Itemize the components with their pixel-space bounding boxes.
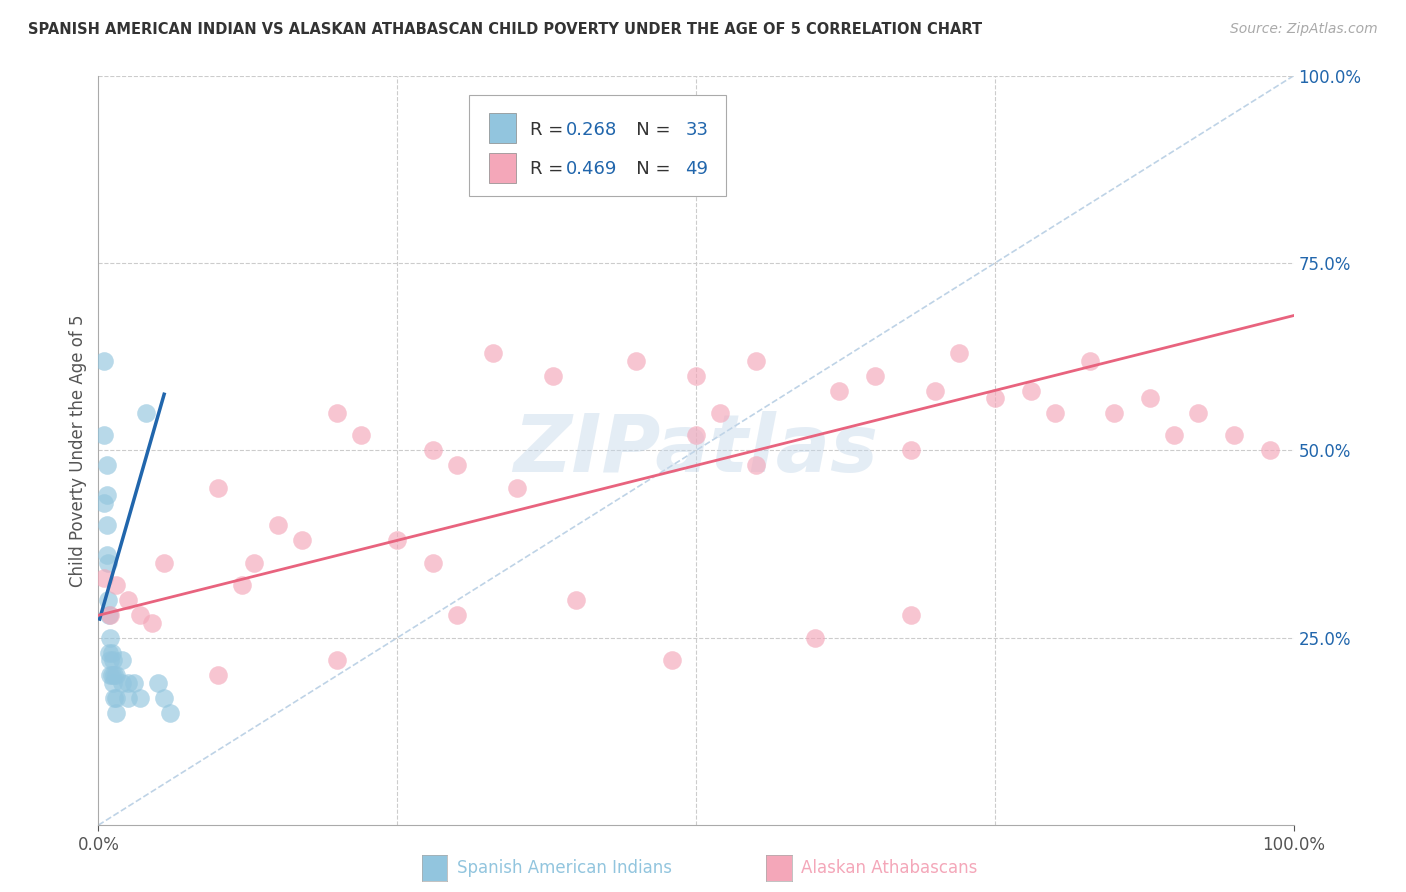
- Point: [135, 406, 157, 420]
- Text: Spanish American Indians: Spanish American Indians: [457, 859, 672, 877]
- Point: [207, 481, 229, 495]
- Point: [900, 443, 922, 458]
- Point: [948, 346, 970, 360]
- Point: [804, 631, 827, 645]
- Point: [541, 368, 564, 383]
- Point: [105, 690, 128, 705]
- Text: 33: 33: [685, 120, 709, 139]
- Point: [96, 458, 118, 473]
- Point: [96, 488, 118, 502]
- Point: [1163, 428, 1185, 442]
- Point: [685, 368, 707, 383]
- Text: N =: N =: [620, 161, 676, 178]
- Point: [100, 668, 122, 682]
- Point: [111, 675, 134, 690]
- Point: [129, 690, 152, 705]
- Text: Alaskan Athabascans: Alaskan Athabascans: [801, 859, 977, 877]
- Point: [93, 571, 115, 585]
- Point: [111, 653, 134, 667]
- Point: [98, 608, 121, 623]
- Point: [124, 675, 146, 690]
- Point: [1187, 406, 1209, 420]
- Point: [1258, 443, 1281, 458]
- Point: [101, 675, 124, 690]
- Point: [93, 353, 115, 368]
- Point: [231, 578, 253, 592]
- Point: [291, 533, 314, 548]
- Point: [350, 428, 373, 442]
- Point: [98, 608, 122, 623]
- Text: SPANISH AMERICAN INDIAN VS ALASKAN ATHABASCAN CHILD POVERTY UNDER THE AGE OF 5 C: SPANISH AMERICAN INDIAN VS ALASKAN ATHAB…: [28, 22, 983, 37]
- Point: [207, 668, 229, 682]
- Point: [93, 428, 115, 442]
- Point: [1080, 353, 1102, 368]
- Text: R =: R =: [530, 120, 569, 139]
- Point: [129, 608, 152, 623]
- Point: [117, 593, 139, 607]
- Point: [101, 653, 124, 667]
- Y-axis label: Child Poverty Under the Age of 5: Child Poverty Under the Age of 5: [69, 314, 87, 587]
- Point: [117, 690, 139, 705]
- Point: [865, 368, 887, 383]
- Point: [326, 406, 349, 420]
- Text: R =: R =: [530, 161, 569, 178]
- Point: [98, 653, 122, 667]
- Point: [98, 668, 122, 682]
- Point: [148, 675, 170, 690]
- Point: [96, 518, 118, 533]
- Point: [97, 556, 120, 570]
- Point: [243, 556, 266, 570]
- Point: [422, 443, 444, 458]
- Point: [924, 384, 946, 398]
- Point: [481, 346, 505, 360]
- Point: [745, 353, 768, 368]
- Point: [103, 690, 125, 705]
- Point: [446, 458, 468, 473]
- FancyBboxPatch shape: [489, 153, 516, 183]
- Point: [117, 675, 139, 690]
- Point: [267, 518, 290, 533]
- Text: 49: 49: [685, 161, 709, 178]
- Point: [98, 646, 121, 660]
- Text: ZIPatlas: ZIPatlas: [513, 411, 879, 490]
- Text: N =: N =: [620, 120, 676, 139]
- Point: [565, 593, 588, 607]
- Point: [984, 391, 1007, 405]
- Point: [103, 668, 125, 682]
- Text: 0.268: 0.268: [565, 120, 617, 139]
- Point: [159, 706, 181, 720]
- Point: [661, 653, 683, 667]
- Point: [105, 668, 128, 682]
- Point: [100, 646, 122, 660]
- Point: [326, 653, 349, 667]
- Point: [105, 706, 128, 720]
- Text: 0.469: 0.469: [565, 161, 617, 178]
- Point: [93, 496, 115, 510]
- Point: [626, 353, 648, 368]
- Point: [98, 631, 122, 645]
- Point: [685, 428, 707, 442]
- Point: [828, 384, 851, 398]
- Point: [105, 578, 128, 592]
- Point: [506, 481, 529, 495]
- Point: [153, 690, 176, 705]
- Point: [1139, 391, 1161, 405]
- Point: [153, 556, 176, 570]
- Point: [709, 406, 731, 420]
- Point: [745, 458, 768, 473]
- Point: [141, 615, 163, 630]
- FancyBboxPatch shape: [489, 113, 516, 144]
- Point: [446, 608, 468, 623]
- Point: [1223, 428, 1246, 442]
- Point: [96, 549, 118, 563]
- FancyBboxPatch shape: [470, 95, 725, 195]
- Point: [1043, 406, 1066, 420]
- Point: [97, 593, 120, 607]
- Point: [1019, 384, 1042, 398]
- Point: [385, 533, 409, 548]
- Point: [1104, 406, 1126, 420]
- Point: [422, 556, 444, 570]
- Text: Source: ZipAtlas.com: Source: ZipAtlas.com: [1230, 22, 1378, 37]
- Point: [900, 608, 922, 623]
